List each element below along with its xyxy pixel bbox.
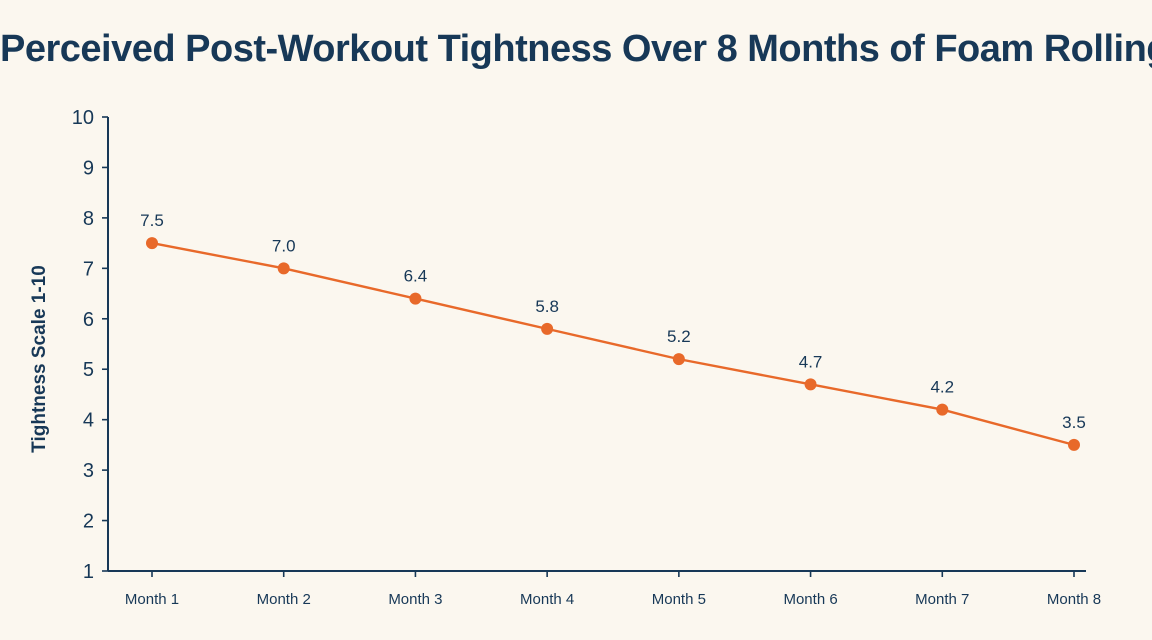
data-point bbox=[409, 292, 422, 305]
axes: 1 2 3 4 5 6 7 8 9 10 Month 1 Month 2 Month 3 Month 4 M… bbox=[29, 107, 1101, 608]
y-tick-label: 9 bbox=[83, 157, 94, 179]
y-tick-label: 2 bbox=[83, 511, 94, 533]
x-tick-label: Month 6 bbox=[783, 591, 837, 608]
data-point bbox=[672, 353, 685, 366]
data-point bbox=[936, 403, 949, 416]
data-label: 3.5 bbox=[1062, 413, 1086, 432]
y-tick-label: 8 bbox=[83, 208, 94, 230]
chart-title: Perceived Post-Workout Tightness Over 8 … bbox=[0, 28, 1152, 70]
data-label: 6.4 bbox=[404, 267, 428, 286]
data-label: 4.2 bbox=[930, 378, 954, 397]
y-tick-label: 5 bbox=[83, 359, 94, 381]
x-tick-label: Month 2 bbox=[257, 591, 311, 608]
x-tick-label: Month 3 bbox=[388, 591, 442, 608]
y-tick-label: 10 bbox=[72, 107, 94, 129]
y-tick-label: 1 bbox=[83, 561, 94, 583]
data-label: 4.7 bbox=[799, 352, 823, 371]
data-label: 7.0 bbox=[272, 236, 296, 255]
data-point bbox=[804, 378, 817, 391]
series-layer bbox=[146, 237, 1080, 451]
data-labels: 7.5 7.0 6.4 5.8 5.2 4.7 4.2 3.5 bbox=[140, 211, 1086, 432]
data-point bbox=[541, 322, 554, 335]
data-label: 5.2 bbox=[667, 327, 691, 346]
x-tick-label: Month 4 bbox=[520, 591, 574, 608]
data-label: 7.5 bbox=[140, 211, 164, 230]
y-tick-label: 7 bbox=[83, 258, 94, 280]
y-tick-label: 6 bbox=[83, 309, 94, 331]
y-tick-label: 3 bbox=[83, 460, 94, 482]
y-axis-title: Tightness Scale 1-10 bbox=[29, 265, 50, 453]
data-point bbox=[277, 262, 290, 275]
data-point bbox=[1068, 438, 1080, 451]
series-line bbox=[151, 241, 1075, 447]
x-tick-label: Month 5 bbox=[652, 591, 706, 608]
x-tick-label: Month 8 bbox=[1047, 591, 1101, 608]
y-tick-label: 4 bbox=[83, 410, 94, 432]
data-label: 5.8 bbox=[535, 297, 559, 316]
x-tick-label: Month 7 bbox=[915, 591, 969, 608]
data-point bbox=[146, 237, 158, 250]
x-tick-label: Month 1 bbox=[125, 591, 179, 608]
